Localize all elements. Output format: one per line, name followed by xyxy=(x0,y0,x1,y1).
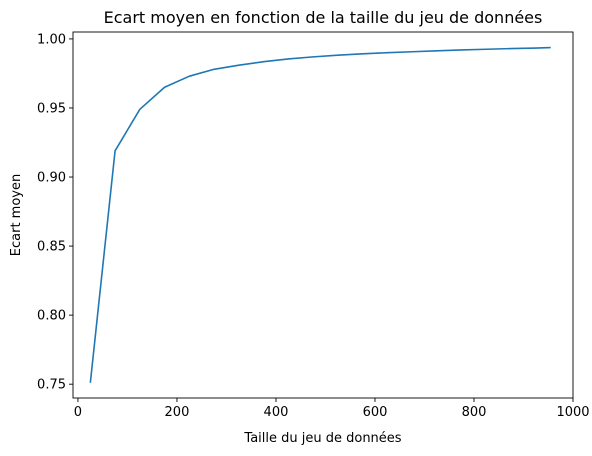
x-tick-label: 400 xyxy=(264,405,289,420)
plot-border xyxy=(72,31,574,399)
y-tick-label: 0.80 xyxy=(37,309,66,324)
y-tick-label: 0.85 xyxy=(37,240,66,255)
plot-frame xyxy=(72,31,574,399)
y-tick-label: 1.00 xyxy=(37,32,66,47)
y-tick-label: 0.75 xyxy=(37,378,66,393)
y-tick-label: 0.95 xyxy=(37,101,66,116)
x-tick-label: 600 xyxy=(363,405,388,420)
y-tick-label: 0.90 xyxy=(37,171,66,186)
x-axis-label: Taille du jeu de données xyxy=(243,431,401,446)
series-line xyxy=(89,46,551,383)
chart-title: Ecart moyen en fonction de la taille du … xyxy=(104,8,543,27)
x-tick-label: 200 xyxy=(165,405,190,420)
x-tick-label: 0 xyxy=(74,405,82,420)
x-axis: 0 200 400 600 800 1000 xyxy=(74,398,590,420)
y-axis: 0.75 0.80 0.85 0.90 0.95 1.00 xyxy=(37,32,73,393)
x-tick-label: 1000 xyxy=(556,405,589,420)
series-group xyxy=(89,46,551,383)
y-axis-label: Ecart moyen xyxy=(9,174,24,256)
x-tick-label: 800 xyxy=(462,405,487,420)
